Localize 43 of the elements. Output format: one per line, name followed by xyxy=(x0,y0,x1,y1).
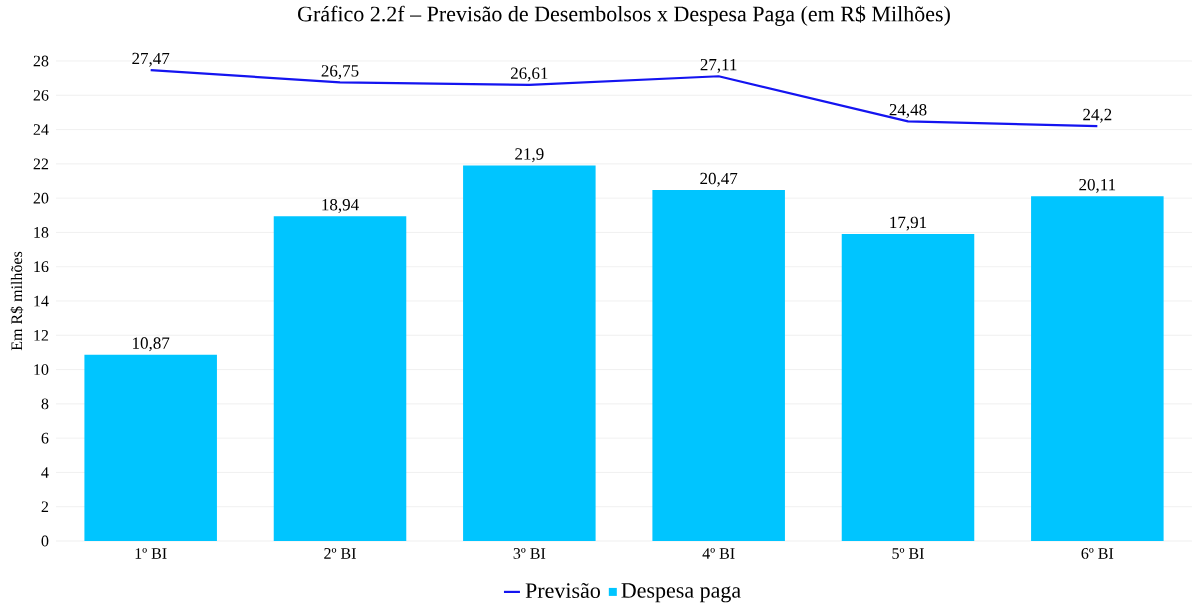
data-label: 18,94 xyxy=(322,199,359,213)
data-label: 10,87 xyxy=(133,337,170,352)
y-tick-label: 14 xyxy=(34,295,49,307)
data-label: 21,9 xyxy=(515,148,544,163)
y-tick-label: 20 xyxy=(33,192,49,204)
x-tick-label: 2º BI xyxy=(324,548,356,559)
chart-title: Gráfico 2.2f – Previsão de Desembolsos x Despesa Paga (em R$ Milhões) xyxy=(298,5,950,26)
bar xyxy=(1031,196,1164,541)
y-tick-label: 26 xyxy=(33,89,49,101)
data-label: 20,11 xyxy=(1079,178,1116,193)
data-label: 27,11 xyxy=(700,58,737,73)
bar xyxy=(273,216,407,541)
data-label: 26,61 xyxy=(510,67,548,82)
data-label: 26,75 xyxy=(321,65,359,80)
y-tick-label: 2 xyxy=(41,501,49,513)
y-tick-label: 16 xyxy=(34,261,49,273)
x-tick-label: 5º BI xyxy=(892,548,924,559)
y-tick-label: 4 xyxy=(41,467,49,478)
data-label: 20,47 xyxy=(700,172,738,187)
bar xyxy=(652,190,785,541)
bar xyxy=(84,354,217,541)
y-tick-label: 22 xyxy=(33,158,49,170)
x-tick-label: 6º BI xyxy=(1081,548,1114,559)
y-tick-label: 12 xyxy=(34,329,49,341)
x-tick-label: 3º BI xyxy=(513,548,546,559)
data-label: 24,2 xyxy=(1083,108,1112,123)
x-tick-label: 1º BI xyxy=(135,548,167,559)
data-label: 27,47 xyxy=(132,52,170,67)
y-tick-label: 18 xyxy=(34,227,49,238)
y-tick-label: 6 xyxy=(41,432,49,444)
bar xyxy=(463,165,596,541)
bar xyxy=(841,233,975,541)
y-tick-label: 24 xyxy=(33,124,49,135)
y-axis-title: Em R$ milhões xyxy=(10,251,24,351)
legend-label: Previsão xyxy=(525,583,600,599)
data-label: 17,91 xyxy=(890,216,927,231)
y-tick-label: 0 xyxy=(41,535,49,547)
x-tick-label: 4º BI xyxy=(702,548,735,559)
legend-label: Despesa paga xyxy=(621,583,741,603)
data-label: 24,48 xyxy=(889,104,927,118)
y-tick-label: 8 xyxy=(41,398,49,410)
y-tick-label: 10 xyxy=(34,364,49,375)
y-tick-label: 28 xyxy=(33,55,49,67)
